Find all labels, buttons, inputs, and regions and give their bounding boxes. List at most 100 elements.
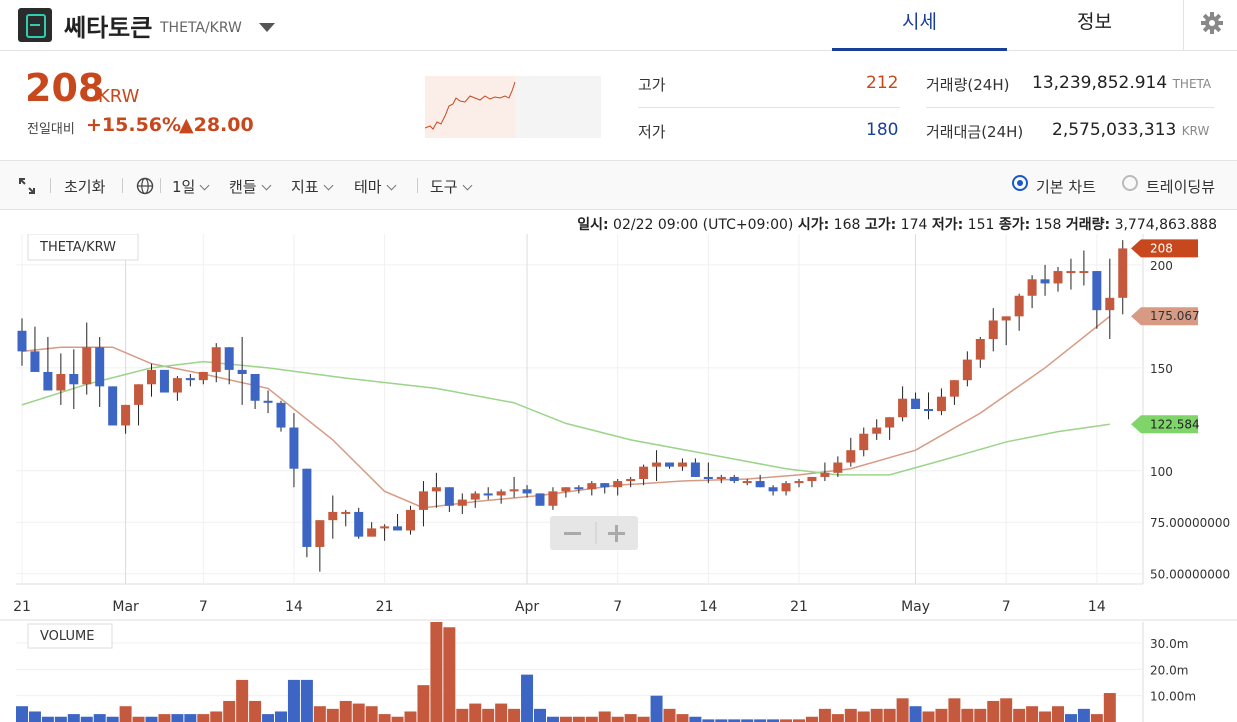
chart-pair-label: THETA/KRW <box>39 240 116 255</box>
candle <box>1001 316 1011 321</box>
last-price-tag: 208 <box>1150 241 1173 255</box>
zoom-control[interactable] <box>550 516 638 550</box>
tradingview-radio[interactable] <box>1122 175 1138 191</box>
chevron-down-icon <box>462 180 473 191</box>
price-chart[interactable]: 50.00000000 75.00000000 100 150 200 30.0m 20.0… <box>0 234 1237 722</box>
volume-bar <box>404 711 417 722</box>
candle <box>898 398 908 418</box>
chevron-down-icon <box>386 180 397 191</box>
x-tick-label: 14 <box>285 599 303 615</box>
candle <box>677 462 687 467</box>
volume-bar <box>469 703 482 722</box>
candle <box>1014 295 1024 317</box>
candle <box>1053 271 1063 284</box>
chart-type-dropdown[interactable]: 캔들 <box>229 176 272 197</box>
candle <box>833 462 843 473</box>
interval-dropdown[interactable]: 1일 <box>172 176 210 197</box>
y-tick-label: 75.00000000 <box>1150 516 1230 530</box>
low-label: 저가 <box>638 123 666 141</box>
y-tick-label: 150 <box>1150 362 1173 376</box>
chevron-down-icon <box>261 180 272 191</box>
volume-bar <box>132 716 145 722</box>
volume-bar <box>158 714 171 722</box>
tradingview-label[interactable]: 트레이딩뷰 <box>1146 178 1216 196</box>
candle <box>561 487 571 492</box>
volume-bar <box>54 716 67 722</box>
candle <box>872 427 882 434</box>
ma-long-line <box>21 360 1110 476</box>
reset-button[interactable]: 초기화 <box>64 178 106 196</box>
tab-info[interactable]: 정보 <box>1077 11 1112 33</box>
x-tick-label: Mar <box>112 599 139 615</box>
volume-bar <box>1039 711 1052 722</box>
amount-unit: KRW <box>1181 124 1210 138</box>
volume-bar <box>262 714 275 722</box>
volume-bar <box>585 716 598 722</box>
candle <box>431 487 441 492</box>
globe-icon[interactable] <box>136 177 154 195</box>
indicator-dropdown[interactable]: 지표 <box>291 176 334 197</box>
candle <box>742 481 752 484</box>
volume-bar <box>883 708 896 722</box>
chevron-down-icon[interactable] <box>259 23 275 32</box>
candle <box>807 476 817 482</box>
volume-bar <box>676 714 689 722</box>
candle <box>703 476 713 479</box>
volume-bar <box>1064 714 1077 722</box>
volume-bar <box>80 716 93 722</box>
theme-dropdown[interactable]: 테마 <box>354 176 397 197</box>
expand-icon[interactable] <box>18 177 36 195</box>
candle <box>1105 297 1115 311</box>
volume-bar <box>430 622 443 722</box>
volume-bar <box>106 716 119 722</box>
candle <box>962 359 972 381</box>
candle <box>496 491 506 496</box>
candle <box>483 493 493 496</box>
candle <box>911 398 921 409</box>
x-tick-label: May <box>901 599 930 615</box>
change-percent: +15.56% <box>86 114 182 136</box>
candle <box>626 479 636 482</box>
volume-bar <box>236 679 249 722</box>
volume-bar <box>391 716 404 722</box>
chevron-down-icon <box>323 180 334 191</box>
ma-short-tag-bg <box>1131 307 1198 326</box>
volume-bar <box>857 711 870 722</box>
current-price: 208 <box>25 66 105 110</box>
settings-button[interactable] <box>1183 0 1237 50</box>
sparkline-chart <box>425 76 601 138</box>
volume-bar <box>987 700 1000 722</box>
candle <box>185 378 195 381</box>
candle <box>237 369 247 374</box>
basic-chart-label[interactable]: 기본 차트 <box>1036 178 1096 196</box>
last-price-tag-bg <box>1131 239 1198 258</box>
tab-price[interactable]: 시세 <box>832 0 1007 51</box>
volume-bar <box>572 716 585 722</box>
volume-bar <box>948 698 961 722</box>
volume-bar <box>119 706 132 722</box>
volume-bar <box>805 716 818 722</box>
y-tick-label: 200 <box>1150 259 1173 273</box>
volume-bar <box>352 703 365 722</box>
volume-bar <box>443 627 456 722</box>
chart-toolbar: 초기화 1일 캔들 지표 테마 도구 기본 차트 트레이딩뷰 <box>0 160 1237 210</box>
volume-tick-label: 30.0m <box>1150 637 1188 651</box>
candle <box>716 476 726 479</box>
tools-dropdown[interactable]: 도구 <box>430 176 473 197</box>
volume-bar <box>1013 708 1026 722</box>
volume-bar <box>508 708 521 722</box>
volume-bar <box>818 708 831 722</box>
volume-bar <box>844 708 857 722</box>
basic-chart-radio[interactable] <box>1012 175 1028 191</box>
volume-bar <box>909 706 922 722</box>
volume-bar <box>482 708 495 722</box>
volume-bar <box>754 719 767 722</box>
volume-bar <box>598 711 611 722</box>
candle <box>82 347 92 385</box>
volume-bar <box>495 703 508 722</box>
volume-bar <box>145 716 158 722</box>
volume-bar <box>896 698 909 722</box>
x-tick-label: 7 <box>613 599 622 615</box>
volume-tick-label: 20.0m <box>1150 663 1188 677</box>
candle <box>56 374 66 391</box>
